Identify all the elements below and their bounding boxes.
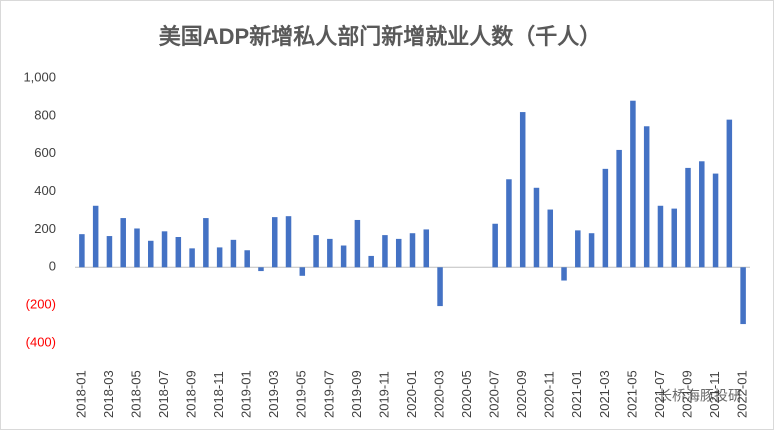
x-tick-label: 2019-01 bbox=[239, 370, 254, 418]
x-tick-label: 2019-03 bbox=[266, 370, 281, 418]
y-tick-label: 400 bbox=[34, 183, 56, 198]
bar bbox=[340, 245, 347, 268]
bar bbox=[575, 230, 581, 268]
x-tick-label: 2019-07 bbox=[321, 370, 336, 418]
bar bbox=[106, 236, 113, 268]
bar bbox=[134, 228, 140, 268]
bar bbox=[616, 149, 622, 268]
bar bbox=[409, 233, 416, 268]
bar bbox=[189, 248, 195, 268]
y-tick-label: 200 bbox=[34, 221, 56, 236]
x-tick-label: 2018-03 bbox=[101, 370, 116, 418]
y-tick-label: 600 bbox=[34, 145, 56, 160]
x-tick-label: 2021-03 bbox=[597, 370, 612, 418]
bar bbox=[230, 239, 237, 268]
bar bbox=[203, 218, 209, 268]
bar bbox=[175, 237, 182, 268]
y-tick-label: 1,000 bbox=[23, 69, 56, 84]
bar bbox=[327, 238, 333, 268]
bar bbox=[423, 229, 430, 268]
y-tick-label: 800 bbox=[34, 107, 56, 122]
x-tick-label: 2021-01 bbox=[569, 370, 584, 418]
bar bbox=[437, 267, 443, 307]
x-tick-label: 2018-09 bbox=[184, 370, 199, 418]
x-tick-label: 2019-09 bbox=[349, 370, 364, 418]
bar bbox=[685, 167, 691, 268]
bar bbox=[533, 187, 540, 268]
bar bbox=[657, 205, 664, 268]
bar bbox=[92, 205, 99, 268]
x-tick-label: 2018-01 bbox=[73, 370, 88, 418]
bar bbox=[519, 112, 526, 268]
bar bbox=[602, 168, 609, 268]
bar bbox=[740, 267, 746, 325]
x-tick-label: 2021-09 bbox=[679, 370, 694, 418]
bar bbox=[148, 240, 154, 268]
bar bbox=[258, 267, 264, 272]
x-tick-label: 2020-03 bbox=[431, 370, 446, 418]
x-tick-label: 2018-05 bbox=[128, 370, 143, 418]
x-tick-label: 2020-01 bbox=[404, 370, 419, 418]
bar bbox=[561, 267, 567, 281]
x-tick-label: 2020-11 bbox=[542, 371, 557, 418]
bar bbox=[368, 255, 374, 268]
bar bbox=[395, 238, 402, 268]
bar bbox=[244, 250, 250, 268]
bar bbox=[630, 100, 636, 268]
y-tick-label: 0 bbox=[49, 259, 56, 274]
bar bbox=[79, 234, 85, 268]
bar bbox=[271, 217, 278, 268]
y-tick-label: (400) bbox=[26, 334, 56, 349]
x-tick-label: 2018-07 bbox=[156, 370, 171, 418]
bar bbox=[506, 179, 512, 268]
bar bbox=[712, 173, 719, 268]
bar bbox=[216, 247, 223, 268]
x-tick-label: 2022-01 bbox=[735, 370, 750, 418]
x-tick-label: 2019-11 bbox=[376, 371, 391, 418]
bar bbox=[161, 231, 168, 268]
x-tick-label: 2019-05 bbox=[294, 370, 309, 418]
x-tick-label: 2021-11 bbox=[707, 371, 722, 418]
bar bbox=[726, 119, 733, 268]
bar bbox=[313, 235, 319, 268]
bar bbox=[382, 235, 388, 268]
bar bbox=[299, 267, 306, 276]
x-tick-label: 2020-07 bbox=[487, 370, 502, 418]
x-tick-label: 2021-07 bbox=[652, 370, 667, 418]
bar bbox=[547, 209, 554, 268]
x-tick-label: 2020-05 bbox=[459, 370, 474, 418]
x-tick-label: 2018-11 bbox=[211, 371, 226, 418]
chart-title: 美国ADP新增私人部门新增就业人数（千人） bbox=[159, 24, 601, 49]
bar bbox=[285, 216, 292, 268]
bar bbox=[699, 161, 705, 268]
bar bbox=[588, 233, 595, 268]
bar bbox=[671, 208, 677, 268]
x-tick-label: 2020-09 bbox=[514, 370, 529, 418]
bar bbox=[492, 223, 498, 268]
bar bbox=[120, 218, 126, 268]
x-tick-label: 2021-05 bbox=[624, 370, 639, 418]
bar bbox=[354, 219, 361, 268]
y-tick-label: (200) bbox=[26, 297, 56, 312]
watermark: 长桥海豚投研 bbox=[658, 388, 742, 404]
bar bbox=[643, 126, 650, 268]
